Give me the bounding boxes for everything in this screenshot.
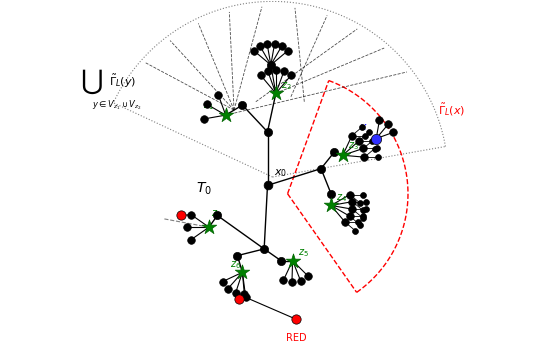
Point: [263, 41, 271, 46]
Point: [235, 296, 243, 302]
Point: [341, 219, 349, 225]
Point: [183, 224, 192, 230]
Point: [358, 124, 366, 130]
Text: $\tilde{\Gamma}_L(y)$: $\tilde{\Gamma}_L(y)$: [109, 73, 136, 90]
Text: $z_4$: $z_4$: [336, 192, 347, 204]
Point: [384, 122, 392, 127]
Text: $x$: $x$: [359, 122, 368, 132]
Point: [224, 286, 232, 291]
Point: [213, 213, 221, 218]
Point: [317, 166, 325, 171]
Point: [389, 130, 398, 135]
Point: [278, 43, 286, 49]
Point: [203, 101, 211, 107]
Point: [330, 149, 339, 155]
Point: [304, 273, 312, 279]
Point: [264, 69, 272, 74]
Point: [327, 191, 335, 196]
Point: [187, 212, 195, 218]
Point: [277, 258, 285, 263]
Point: [370, 146, 379, 152]
Point: [260, 246, 269, 252]
Text: $x_0$: $x_0$: [274, 167, 287, 179]
Point: [272, 91, 280, 96]
Point: [365, 129, 373, 135]
Point: [359, 192, 368, 198]
Point: [368, 138, 377, 144]
Point: [266, 62, 275, 68]
Point: [205, 224, 213, 230]
Point: [218, 279, 227, 284]
Point: [288, 280, 296, 285]
Text: $y \in V_{z_1} \cup V_{z_2}$: $y \in V_{z_1} \cup V_{z_2}$: [92, 98, 142, 112]
Point: [346, 192, 354, 198]
Text: $z_7$: $z_7$: [211, 209, 221, 221]
Point: [372, 145, 381, 151]
Point: [359, 213, 368, 219]
Point: [355, 138, 363, 144]
Point: [327, 202, 335, 208]
Text: $z_1$: $z_1$: [203, 100, 214, 112]
Point: [200, 116, 209, 122]
Point: [372, 136, 380, 141]
Point: [375, 118, 384, 123]
Point: [221, 112, 230, 118]
Point: [231, 290, 240, 296]
Point: [176, 213, 185, 218]
Point: [187, 237, 195, 242]
Point: [358, 215, 367, 221]
Point: [348, 133, 356, 138]
Point: [263, 183, 272, 188]
Point: [270, 41, 279, 46]
Point: [256, 73, 265, 78]
Text: $z_5$: $z_5$: [297, 247, 309, 259]
Text: RED: RED: [286, 332, 306, 343]
Point: [233, 253, 242, 258]
Point: [358, 207, 367, 213]
Point: [369, 137, 378, 143]
Point: [214, 92, 223, 97]
Point: [250, 48, 258, 54]
Point: [356, 222, 364, 228]
Point: [351, 228, 360, 234]
Point: [356, 200, 364, 206]
Point: [292, 316, 300, 322]
Point: [287, 73, 295, 78]
Point: [238, 269, 247, 275]
Point: [339, 153, 347, 158]
Text: $z_3$: $z_3$: [348, 140, 358, 152]
Text: $T_0$: $T_0$: [196, 181, 212, 197]
Point: [348, 206, 357, 212]
Point: [279, 278, 288, 283]
Point: [361, 133, 370, 138]
Point: [362, 206, 370, 212]
Point: [256, 43, 264, 49]
Point: [288, 258, 297, 263]
Point: [296, 278, 305, 284]
Text: $z_2$: $z_2$: [281, 80, 292, 92]
Point: [362, 199, 370, 205]
Point: [272, 67, 280, 73]
Point: [238, 102, 247, 108]
Point: [348, 199, 357, 205]
Text: $\bigcup$: $\bigcup$: [80, 68, 103, 96]
Point: [360, 154, 369, 160]
Point: [241, 295, 250, 300]
Point: [240, 291, 249, 297]
Point: [283, 48, 292, 54]
Point: [280, 69, 288, 74]
Point: [346, 213, 354, 219]
Text: $z_6$: $z_6$: [230, 259, 241, 271]
Text: $\tilde{\Gamma}_L(x)$: $\tilde{\Gamma}_L(x)$: [438, 102, 465, 119]
Point: [354, 219, 363, 225]
Point: [263, 129, 272, 135]
Point: [373, 154, 382, 160]
Point: [359, 145, 368, 151]
